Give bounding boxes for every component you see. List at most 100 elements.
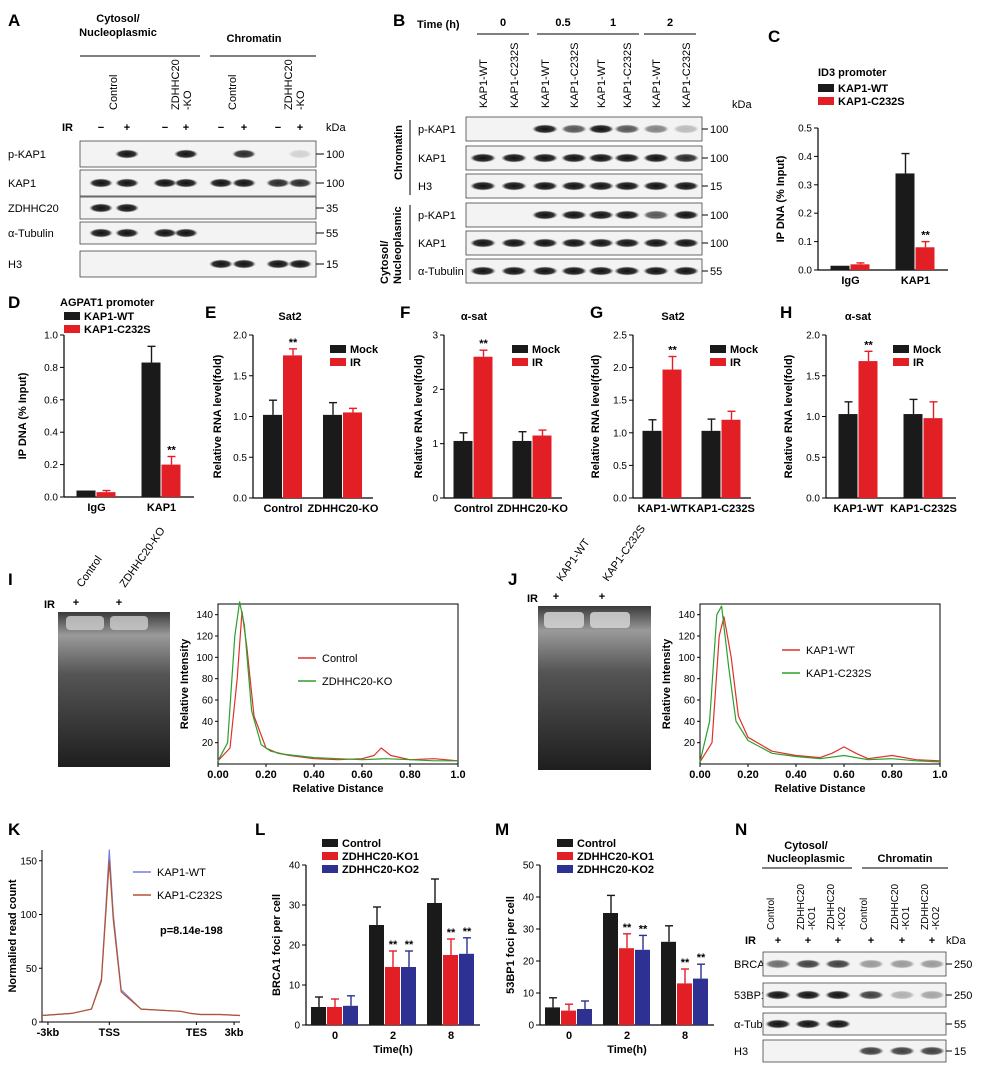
gel-j-lane-label: KAP1-WT [555, 537, 593, 584]
y-tick-label: 0.0 [798, 266, 812, 277]
y-tick-label: 40 [523, 893, 535, 904]
bar [323, 414, 342, 498]
blot-n-ir-sign: + [868, 935, 874, 947]
gel-i-ir-label: IR [44, 599, 55, 611]
bar [577, 1009, 592, 1025]
x-axis-label: Time(h) [607, 1044, 647, 1056]
x-tick-label: 1.0 [932, 769, 947, 781]
blot-n-band [858, 990, 884, 1000]
blot-b-band [561, 266, 587, 276]
blot-a-band [153, 178, 177, 188]
bar [635, 949, 650, 1025]
legend-label: KAP1-WT [157, 867, 206, 879]
gel-i-ir-sign: + [73, 597, 79, 609]
chart-title: ID3 promoter [818, 67, 887, 79]
series-line [217, 601, 458, 762]
x-tick-label: 3kb [225, 1027, 244, 1039]
blot-a-band [89, 178, 113, 188]
y-tick-label: 2.0 [233, 331, 247, 342]
y-axis-label: IP DNA (% Input) [775, 155, 787, 242]
legend-label: KAP1-C232S [806, 668, 871, 680]
line-chart-j: 20 40 60 80 100 120 140 0.00 0.20 0.40 0.60 0.80 1.0… [661, 603, 948, 795]
line-chart-i: 20 40 60 80 100 120 140 0.00 0.20 0.40 0.60 0.80 1.0… [179, 601, 466, 795]
chart-annotation: p=8.14e-198 [160, 925, 223, 937]
blot-a-band [174, 178, 198, 188]
panel-letter-m: M [495, 820, 509, 839]
y-tick-label: 1.0 [613, 428, 627, 439]
x-tick-label: KAP1-C232S [688, 503, 755, 515]
x-tick-label: 0.40 [785, 769, 806, 781]
series-line [41, 860, 241, 1017]
blot-a-band [209, 259, 233, 269]
gel-i-lane-label: Control [75, 554, 105, 590]
x-tick-label: Control [454, 503, 493, 515]
x-tick-label: 2 [390, 1030, 396, 1042]
panel-letter-k: K [8, 820, 21, 839]
blot-a-band [288, 178, 312, 188]
blot-n-row-label: BRCA1 [734, 959, 771, 971]
blot-b-band [501, 266, 527, 276]
blot-a-ir-sign: + [124, 122, 130, 134]
y-tick-label: 10 [289, 981, 301, 992]
blot-n-band [825, 959, 851, 969]
gel-j-ir-label: IR [527, 593, 538, 605]
blot-b-band [470, 153, 496, 163]
bar [385, 967, 400, 1025]
y-tick-label: 1.0 [806, 412, 820, 423]
panel-letter-h: H [780, 303, 792, 322]
y-tick-label: 1.5 [233, 371, 247, 382]
blot-b-lane-label: KAP1-WT [596, 59, 608, 108]
blot-a-ir-sign: + [297, 122, 303, 134]
panel-letter-a: A [8, 11, 20, 30]
blot-b-band [614, 181, 640, 191]
western-blot-a: Cytosol/Nucleoplasmic Chromatin [79, 13, 316, 57]
blot-a-marker: 55 [326, 228, 338, 240]
series-line [699, 605, 941, 763]
blot-a-band [115, 228, 139, 238]
blot-a-band [266, 178, 290, 188]
y-tick-label: 1.5 [613, 396, 627, 407]
blot-a-ir-sign: + [241, 122, 247, 134]
blot-n-band [889, 1046, 915, 1056]
y-axis-label: Relative Intensity [661, 638, 673, 729]
blot-n-ir-sign: + [929, 935, 935, 947]
legend-label: Control [322, 653, 357, 665]
y-axis-label: Normalied read count [7, 879, 19, 992]
y-tick-label: 40 [684, 717, 696, 728]
blot-b-band [673, 238, 699, 248]
blot-b-band [643, 210, 669, 220]
blot-a-ir-sign: + [183, 122, 189, 134]
bar [473, 356, 493, 498]
legend-swatch [893, 345, 909, 353]
blot-n-band [825, 1019, 851, 1029]
legend-swatch [557, 865, 573, 873]
y-axis-label: 53BP1 foci per cell [505, 896, 517, 994]
significance-mark: ** [463, 926, 472, 938]
y-tick-label: 80 [202, 674, 214, 685]
x-tick-label: ZDHHC20-KO [497, 503, 568, 515]
blot-b-band [643, 153, 669, 163]
bar [830, 265, 850, 270]
bar [327, 1007, 342, 1025]
blot-a-lane-label: Control [108, 75, 120, 110]
blot-n-band [795, 959, 821, 969]
y-tick-label: 0.2 [798, 209, 812, 220]
blot-b-band [588, 153, 614, 163]
blot-b-row-label: p-KAP1 [418, 210, 456, 222]
blot-n-lane-label: ZDHHC20-KO2 [826, 883, 848, 930]
blot-a-band [288, 149, 312, 159]
panel-letter-i: I [8, 570, 13, 589]
significance-mark: ** [921, 230, 930, 242]
x-tick-label: KAP1-C232S [890, 503, 957, 515]
blot-b-band [561, 238, 587, 248]
blot-b-marker: 100 [710, 153, 728, 165]
blot-a-body: Control ZDHHC20-KO Control ZDHHC20-KO IR − + − +… [8, 59, 346, 278]
x-tick-label: TES [186, 1027, 207, 1039]
y-axis-label: BRCA1 foci per cell [271, 894, 283, 996]
legend-swatch [557, 839, 573, 847]
blot-b-band [614, 210, 640, 220]
bar [459, 953, 474, 1025]
y-axis-label: Relative RNA level(fold) [212, 354, 224, 478]
blot-a-band [174, 149, 198, 159]
bar [401, 967, 416, 1025]
